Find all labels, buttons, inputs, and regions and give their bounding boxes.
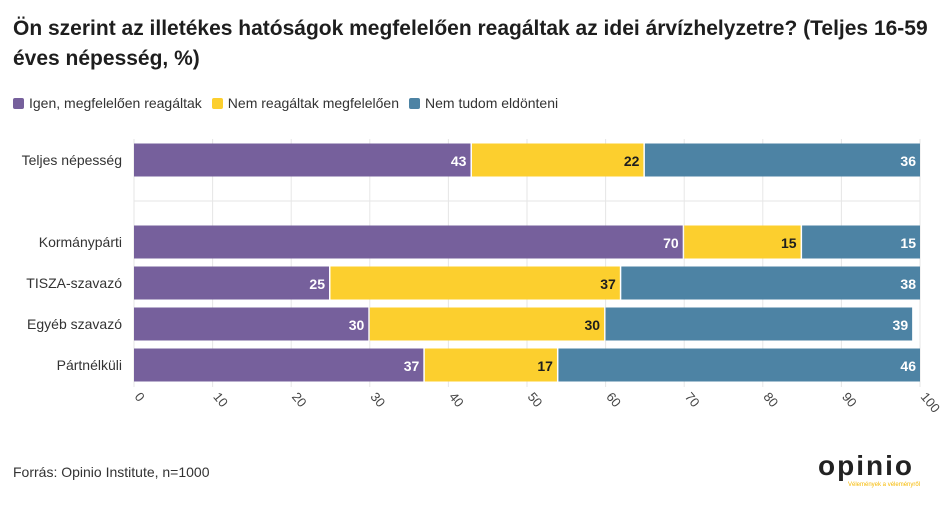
data-label-3-0: 30 <box>349 317 365 333</box>
data-label-2-2: 38 <box>900 276 916 292</box>
x-tick-label-0: 0 <box>132 389 148 404</box>
data-label-0-0: 43 <box>451 153 467 169</box>
legend-swatch-nem-tudom <box>409 97 421 109</box>
category-label-4: Pártnélküli <box>57 357 122 373</box>
legend: Igen, megfelelően reagáltak Nem reagálta… <box>13 94 568 112</box>
legend-label-nem-tudom: Nem tudom eldönteni <box>425 95 559 111</box>
bar-0-2 <box>644 143 920 177</box>
logo-wordmark: opinio <box>818 450 914 481</box>
legend-item-nem-tudom: Nem tudom eldönteni <box>409 95 558 111</box>
data-label-2-0: 25 <box>309 276 325 292</box>
bar-4-0 <box>134 348 424 382</box>
data-label-4-2: 46 <box>900 358 916 374</box>
bar-4-1 <box>424 348 557 382</box>
category-label-2: TISZA-szavazó <box>26 275 122 291</box>
legend-label-igen: Igen, megfelelően reagáltak <box>29 95 202 111</box>
opinio-logo: opinio Vélemények a véleményről <box>818 452 928 492</box>
x-tick-label-50: 50 <box>525 389 546 410</box>
legend-item-igen: Igen, megfelelően reagáltak <box>13 95 202 111</box>
data-label-3-2: 39 <box>893 317 909 333</box>
bar-2-1 <box>330 266 620 300</box>
x-tick-label-60: 60 <box>603 389 624 410</box>
bar-4-2 <box>558 348 920 382</box>
data-label-2-1: 37 <box>600 276 616 292</box>
category-label-1: Kormánypárti <box>39 234 122 250</box>
legend-swatch-nem <box>211 97 223 109</box>
data-label-0-2: 36 <box>900 153 916 169</box>
bar-0-0 <box>134 143 471 177</box>
bar-0-1 <box>471 143 644 177</box>
legend-label-nem: Nem reagáltak megfelelően <box>227 95 400 111</box>
x-tick-label-30: 30 <box>368 389 389 410</box>
data-label-1-0: 70 <box>663 235 679 251</box>
bar-3-1 <box>369 307 605 341</box>
source-note: Forrás: Opinio Institute, n=1000 <box>13 464 210 480</box>
logo-tagline: Vélemények a véleményről <box>848 482 921 488</box>
data-label-1-1: 15 <box>781 235 797 251</box>
x-tick-label-20: 20 <box>289 389 310 410</box>
bar-3-0 <box>134 307 369 341</box>
data-label-1-2: 15 <box>900 235 916 251</box>
data-label-4-1: 17 <box>537 358 553 374</box>
x-tick-label-10: 10 <box>210 389 231 410</box>
category-label-0: Teljes népesség <box>22 152 122 168</box>
bar-2-0 <box>134 266 329 300</box>
legend-swatch-igen <box>13 97 24 109</box>
stacked-bar-chart: Teljes népesség Kormánypárti TISZA-szavazó… <box>22 139 943 416</box>
bar-2-2 <box>621 266 920 300</box>
x-tick-label-80: 80 <box>761 389 782 410</box>
bar-1-1 <box>684 225 801 259</box>
legend-item-nem: Nem reagáltak megfelelően <box>211 95 400 111</box>
data-label-3-1: 30 <box>585 317 601 333</box>
data-label-4-0: 37 <box>404 358 420 374</box>
bar-3-2 <box>605 307 913 341</box>
chart-title: Ön szerint az illetékes hatóságok megfel… <box>13 17 928 70</box>
data-label-0-1: 22 <box>624 153 640 169</box>
x-tick-label-40: 40 <box>446 389 467 410</box>
x-tick-label-70: 70 <box>682 389 703 410</box>
bar-1-0 <box>134 225 683 259</box>
category-label-3: Egyéb szavazó <box>27 316 122 332</box>
bar-1-2 <box>802 225 920 259</box>
x-tick-label-100: 100 <box>918 389 943 415</box>
x-tick-label-90: 90 <box>839 389 860 410</box>
